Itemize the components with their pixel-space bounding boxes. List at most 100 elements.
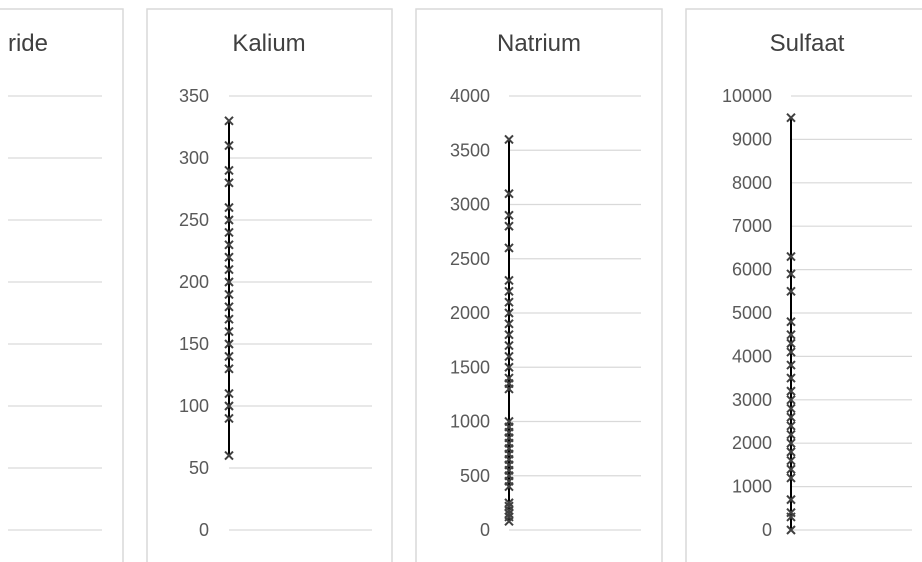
data-point-marker <box>786 373 796 383</box>
y-tick-label: 300 <box>179 148 209 168</box>
data-point-marker <box>224 413 234 424</box>
y-tick-label: 150 <box>179 334 209 354</box>
data-point-marker <box>224 302 234 312</box>
y-tick-label: 1000 <box>732 477 772 497</box>
y-tick-label: 500 <box>460 466 490 486</box>
data-point-marker <box>224 388 234 399</box>
y-tick-label: 1000 <box>450 412 490 432</box>
data-point-marker <box>224 165 234 176</box>
data-point-marker <box>786 455 796 466</box>
data-point-marker <box>224 140 234 151</box>
y-tick-label: 4000 <box>450 86 490 106</box>
chart-title: Kalium <box>232 30 305 57</box>
data-point-marker <box>504 373 514 383</box>
y-tick-label: 350 <box>179 86 209 106</box>
data-point-marker <box>224 240 234 250</box>
data-point-marker <box>786 494 796 505</box>
data-point-marker <box>224 252 234 262</box>
data-point-marker <box>786 386 796 396</box>
data-point-marker <box>786 412 796 422</box>
data-point-marker <box>504 297 514 307</box>
y-tick-label: 50 <box>189 458 209 478</box>
y-tick-label: 2500 <box>450 249 490 269</box>
chart-panel <box>0 8 124 562</box>
data-point-marker <box>224 264 234 275</box>
data-point-marker <box>504 308 514 318</box>
y-tick-label: 1500 <box>450 357 490 377</box>
y-tick-label: 8000 <box>732 173 772 193</box>
y-tick-label: 6000 <box>732 260 772 280</box>
data-point-marker <box>786 464 796 474</box>
y-tick-label: 2000 <box>450 303 490 323</box>
data-point-marker <box>504 210 514 221</box>
y-tick-label: 4000 <box>732 346 772 366</box>
data-point-marker <box>786 360 796 370</box>
y-tick-label: 3000 <box>732 390 772 410</box>
y-tick-label: 2000 <box>732 433 772 453</box>
data-point-marker <box>224 314 234 324</box>
data-point-marker <box>504 501 514 511</box>
y-tick-label: 250 <box>179 210 209 230</box>
data-point-marker <box>224 215 234 225</box>
data-point-marker <box>504 340 514 351</box>
data-point-marker <box>504 416 514 427</box>
y-tick-label: 200 <box>179 272 209 292</box>
y-tick-label: 3000 <box>450 195 490 215</box>
data-point-marker <box>786 251 796 262</box>
data-point-marker <box>224 116 234 126</box>
data-point-marker <box>786 429 796 440</box>
chart-title: ride <box>8 30 48 57</box>
y-tick-label: 9000 <box>732 129 772 149</box>
data-point-marker <box>224 401 234 411</box>
data-point-marker <box>786 525 796 535</box>
data-point-marker <box>504 134 514 145</box>
data-point-marker <box>786 421 796 431</box>
y-tick-label: 3500 <box>450 140 490 160</box>
y-tick-label: 0 <box>480 520 490 540</box>
data-point-marker <box>504 243 514 253</box>
data-point-marker <box>224 450 234 461</box>
data-point-marker <box>224 178 234 188</box>
data-point-marker <box>786 507 796 518</box>
data-point-marker <box>786 286 796 297</box>
data-point-marker <box>504 362 514 372</box>
data-point-marker <box>504 509 514 519</box>
data-point-marker <box>786 112 796 123</box>
data-point-marker <box>224 364 234 374</box>
chart-panel <box>146 8 393 562</box>
chart-panel <box>685 8 922 562</box>
y-tick-label: 0 <box>762 520 772 540</box>
data-point-marker <box>224 227 234 238</box>
data-point-marker <box>786 269 796 279</box>
data-point-marker <box>786 329 796 340</box>
data-point-marker <box>786 447 796 457</box>
data-point-marker <box>786 347 796 357</box>
data-point-marker <box>224 351 234 362</box>
data-point-marker <box>786 338 796 349</box>
chart-title: Sulfaat <box>770 30 845 57</box>
y-tick-label: 10000 <box>722 86 772 106</box>
data-point-marker <box>504 329 514 340</box>
data-point-marker <box>504 221 514 231</box>
chart-panel <box>415 8 663 562</box>
data-point-marker <box>224 277 234 287</box>
data-point-marker <box>504 286 514 297</box>
data-point-marker <box>786 403 796 414</box>
data-point-marker <box>224 339 234 349</box>
y-tick-label: 5000 <box>732 303 772 323</box>
y-tick-label: 0 <box>199 520 209 540</box>
data-point-marker <box>786 316 796 327</box>
data-point-marker <box>504 498 514 508</box>
y-tick-label: 7000 <box>732 216 772 236</box>
data-point-marker <box>224 202 234 213</box>
data-point-marker <box>786 473 796 483</box>
data-point-marker <box>504 275 514 286</box>
data-point-marker <box>224 326 234 337</box>
y-tick-label: 100 <box>179 396 209 416</box>
data-point-marker <box>504 319 514 329</box>
data-point-marker <box>786 395 796 405</box>
data-point-marker <box>224 289 234 300</box>
data-point-marker <box>504 351 514 362</box>
data-point-marker <box>786 438 796 448</box>
